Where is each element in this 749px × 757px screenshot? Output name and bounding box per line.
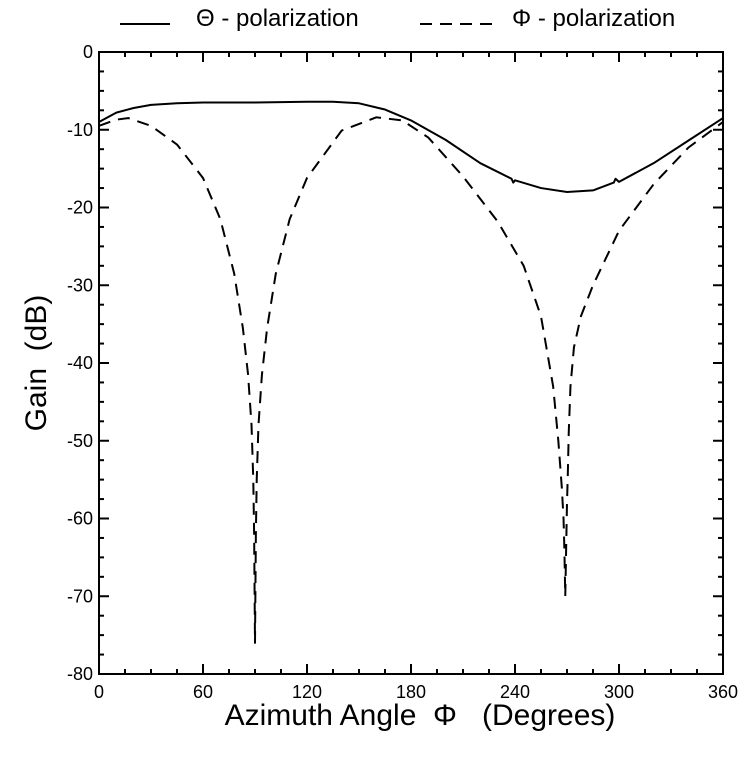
x-tick-labels: 0 60 120 180 240 300 360 (94, 682, 738, 702)
y-tick-label: 0 (83, 42, 93, 62)
y-tick-labels: 0 -10 -20 -30 -40 -50 -60 -70 -80 (67, 42, 93, 684)
legend: Θ - polarization Φ - polarization (120, 5, 675, 32)
x-tick-label: 0 (94, 682, 104, 702)
series-theta-line (98, 100, 724, 193)
x-tick-label: 60 (193, 682, 213, 702)
plot-frame (98, 51, 724, 675)
y-tick-label: -70 (67, 586, 93, 606)
series-lines (98, 100, 724, 644)
x-tick-label: 180 (396, 682, 426, 702)
legend-label-phi: Φ - polarization (512, 5, 675, 32)
y-axis-label: Gain (dB) (20, 295, 53, 432)
axis-ticks (98, 51, 724, 675)
y-tick-label: -80 (67, 664, 93, 684)
y-tick-label: -30 (67, 275, 93, 295)
y-tick-label: -50 (67, 431, 93, 451)
series-phi-line (98, 116, 724, 644)
x-tick-label: 120 (292, 682, 322, 702)
y-tick-label: -40 (67, 353, 93, 373)
y-tick-label: -20 (67, 198, 93, 218)
x-tick-label: 300 (604, 682, 634, 702)
x-tick-label: 240 (500, 682, 530, 702)
x-tick-label: 360 (708, 682, 738, 702)
x-axis-label: Azimuth Angle Φ (Degrees) (225, 699, 616, 732)
y-tick-label: -60 (67, 509, 93, 529)
legend-label-theta: Θ - polarization (196, 5, 359, 32)
y-tick-label: -10 (67, 120, 93, 140)
